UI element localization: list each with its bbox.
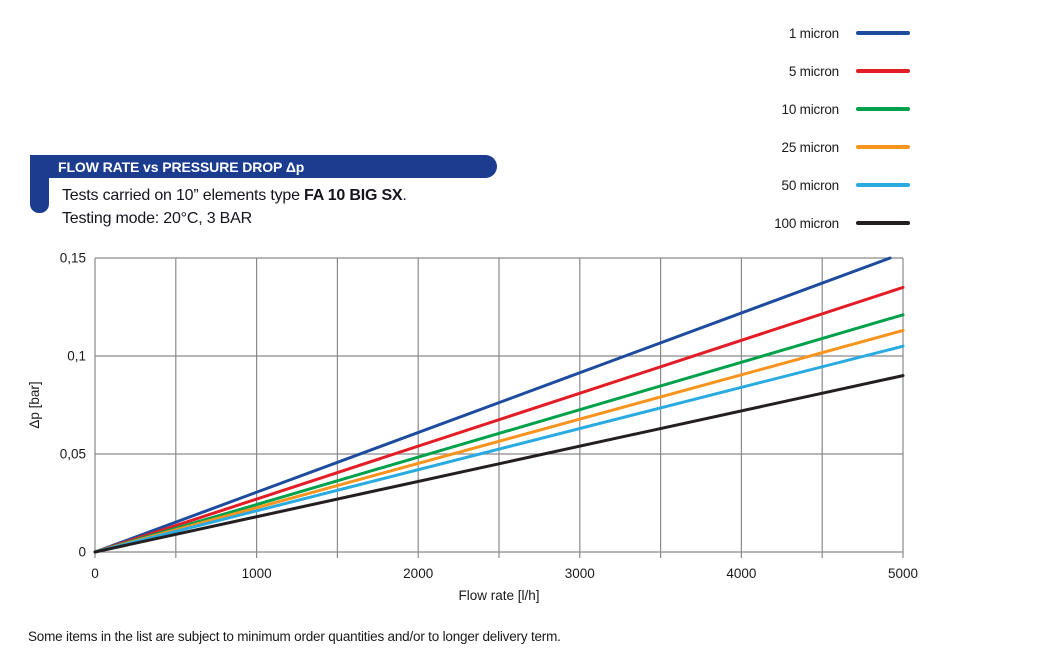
legend-label: 50 micron (781, 177, 840, 193)
legend-item: 1 micron (762, 14, 910, 52)
svg-text:Flow rate [l/h]: Flow rate [l/h] (458, 588, 539, 603)
svg-text:0: 0 (78, 545, 86, 560)
legend-label: 25 micron (781, 139, 840, 155)
legend-item: 25 micron (762, 128, 910, 166)
legend-line-swatch (856, 221, 910, 225)
legend-line-swatch (856, 145, 910, 149)
subtitle-line2: Testing mode: 20°C, 3 BAR (62, 210, 252, 227)
svg-text:1000: 1000 (242, 566, 272, 581)
svg-text:0,05: 0,05 (60, 447, 86, 462)
svg-text:2000: 2000 (403, 566, 433, 581)
legend-line-swatch (856, 107, 910, 111)
legend-item: 100 micron (762, 204, 910, 242)
svg-text:5000: 5000 (888, 566, 918, 581)
section-banner: FLOW RATE vs PRESSURE DROP Δp (30, 155, 497, 178)
svg-text:3000: 3000 (565, 566, 595, 581)
legend-item: 10 micron (762, 90, 910, 128)
svg-text:0,15: 0,15 (60, 251, 86, 266)
svg-text:0,1: 0,1 (67, 349, 86, 364)
element-type-label: FA 10 BIG SX (304, 187, 403, 204)
legend-label: 10 micron (781, 101, 840, 117)
legend-line-swatch (856, 31, 910, 35)
legend-label: 100 micron (774, 215, 839, 231)
svg-text:Δp [bar]: Δp [bar] (27, 381, 42, 428)
legend-item: 5 micron (762, 52, 910, 90)
svg-text:0: 0 (91, 566, 99, 581)
chart-subtitle: Tests carried on 10” elements type FA 10… (62, 184, 407, 230)
subtitle-line1: Tests carried on 10” elements type FA 10… (62, 187, 407, 204)
chart-legend: 1 micron 5 micron 10 micron 25 micron 50… (762, 14, 910, 242)
legend-label: 5 micron (788, 63, 839, 79)
footer-note: Some items in the list are subject to mi… (28, 629, 561, 644)
svg-text:4000: 4000 (726, 566, 756, 581)
legend-line-swatch (856, 183, 910, 187)
legend-line-swatch (856, 69, 910, 73)
legend-item: 50 micron (762, 166, 910, 204)
section-title: FLOW RATE vs PRESSURE DROP Δp (58, 158, 305, 175)
legend-label: 1 micron (788, 25, 839, 41)
